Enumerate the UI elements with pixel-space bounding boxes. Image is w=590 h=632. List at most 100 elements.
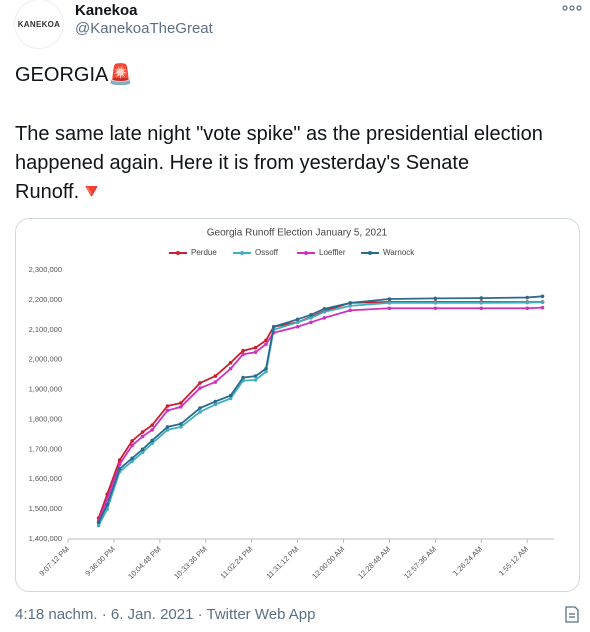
data-point [322, 307, 327, 311]
data-point [525, 306, 530, 311]
x-tick-label: 1:55:12 AM [497, 544, 530, 577]
chart-title: Georgia Runoff Election January 5, 2021 [207, 228, 388, 239]
x-tick-label: 12:28:48 AM [356, 544, 392, 580]
data-point [264, 342, 268, 346]
x-tick-label: 10:04:48 PM [126, 544, 162, 580]
data-point [309, 316, 313, 320]
data-point [213, 380, 218, 384]
analytics-icon[interactable] [563, 604, 581, 624]
data-point [228, 366, 233, 371]
data-point [228, 360, 233, 365]
legend-marker [304, 251, 308, 255]
data-point [525, 295, 530, 300]
tweet-text: GEORGIA🚨 [15, 64, 134, 86]
data-point [253, 378, 258, 382]
x-tick-label: 12:57:36 AM [402, 544, 438, 580]
data-point [165, 428, 170, 432]
avatar[interactable]: KANEKOA [15, 0, 63, 48]
data-point [117, 466, 122, 471]
data-point [179, 422, 183, 426]
data-point [387, 306, 392, 311]
data-point [540, 305, 545, 310]
data-point [130, 459, 134, 464]
data-point [228, 396, 233, 401]
y-tick-label: 2,300,000 [29, 265, 62, 274]
x-tick-label: 11:02:24 PM [218, 544, 254, 580]
data-point [253, 345, 258, 350]
tweet-text: The same late night "vote spike" as the … [15, 123, 543, 203]
legend-label: Loeffler [319, 248, 346, 257]
data-point [479, 296, 484, 300]
data-point [540, 300, 545, 305]
data-point [387, 297, 392, 301]
user-handle[interactable]: @KanekoaTheGreat [75, 20, 213, 37]
data-point [479, 306, 484, 311]
data-point [96, 520, 101, 525]
legend-marker [240, 251, 244, 255]
y-tick-label: 2,100,000 [29, 325, 62, 334]
y-tick-label: 1,600,000 [29, 474, 62, 483]
data-point [179, 425, 183, 429]
media-card[interactable]: Georgia Runoff Election January 5, 2021 … [15, 218, 580, 592]
series-line [97, 301, 543, 519]
data-point [348, 304, 353, 308]
legend-marker [176, 251, 180, 255]
data-point [130, 456, 134, 461]
data-point [140, 430, 145, 434]
y-tick-label: 2,200,000 [29, 295, 62, 304]
data-point [241, 375, 245, 380]
y-tick-label: 2,000,000 [29, 355, 62, 364]
x-tick-label: 9:07:12 PM [37, 544, 70, 577]
data-point [140, 450, 145, 455]
data-point [198, 386, 202, 390]
legend-marker [368, 251, 372, 255]
data-point [179, 405, 183, 409]
data-point [264, 366, 268, 371]
chart: Georgia Runoff Election January 5, 2021 … [29, 228, 554, 581]
data-point [198, 406, 202, 410]
data-point [130, 443, 134, 448]
data-point [253, 350, 258, 354]
data-point [150, 423, 154, 427]
data-point [322, 316, 327, 320]
x-tick-label: 10:33:36 PM [172, 544, 208, 580]
data-point [433, 306, 438, 311]
y-tick-label: 1,800,000 [29, 414, 62, 423]
user-name[interactable]: Kanekoa [75, 2, 138, 19]
data-point [295, 317, 300, 322]
data-point [150, 441, 154, 446]
y-tick-label: 1,700,000 [29, 444, 62, 453]
legend-label: Perdue [191, 248, 217, 257]
data-point [117, 458, 122, 462]
tweet-footer: 4:18 nachm. · 6. Jan. 2021 · Twitter Web… [15, 606, 316, 623]
data-point [295, 324, 300, 329]
x-tick-label: 9:36:00 PM [83, 544, 116, 577]
series-line [97, 306, 543, 522]
x-tick-label: 11:31:12 PM [264, 544, 300, 580]
data-point [387, 301, 392, 305]
data-point [213, 374, 218, 378]
data-point [117, 462, 122, 467]
data-point [348, 308, 353, 313]
data-point [198, 381, 202, 385]
data-point [165, 404, 170, 408]
data-point [241, 348, 245, 353]
data-point [198, 410, 202, 414]
x-tick-label: 1:26:24 AM [451, 544, 484, 577]
legend-label: Warnock [383, 248, 415, 257]
data-point [253, 374, 258, 378]
more-icon[interactable] [562, 4, 582, 12]
data-point [140, 447, 145, 452]
data-point [433, 296, 438, 301]
legend-label: Ossoff [255, 248, 279, 257]
x-tick-label: 12:00:00 AM [310, 544, 346, 580]
data-point [228, 393, 233, 398]
data-point [165, 408, 170, 413]
data-point [96, 523, 101, 528]
y-tick-label: 1,400,000 [29, 534, 62, 543]
data-point [165, 425, 170, 429]
data-point [105, 502, 110, 507]
data-point [213, 402, 218, 407]
data-point [309, 313, 313, 317]
series-line [97, 295, 543, 523]
